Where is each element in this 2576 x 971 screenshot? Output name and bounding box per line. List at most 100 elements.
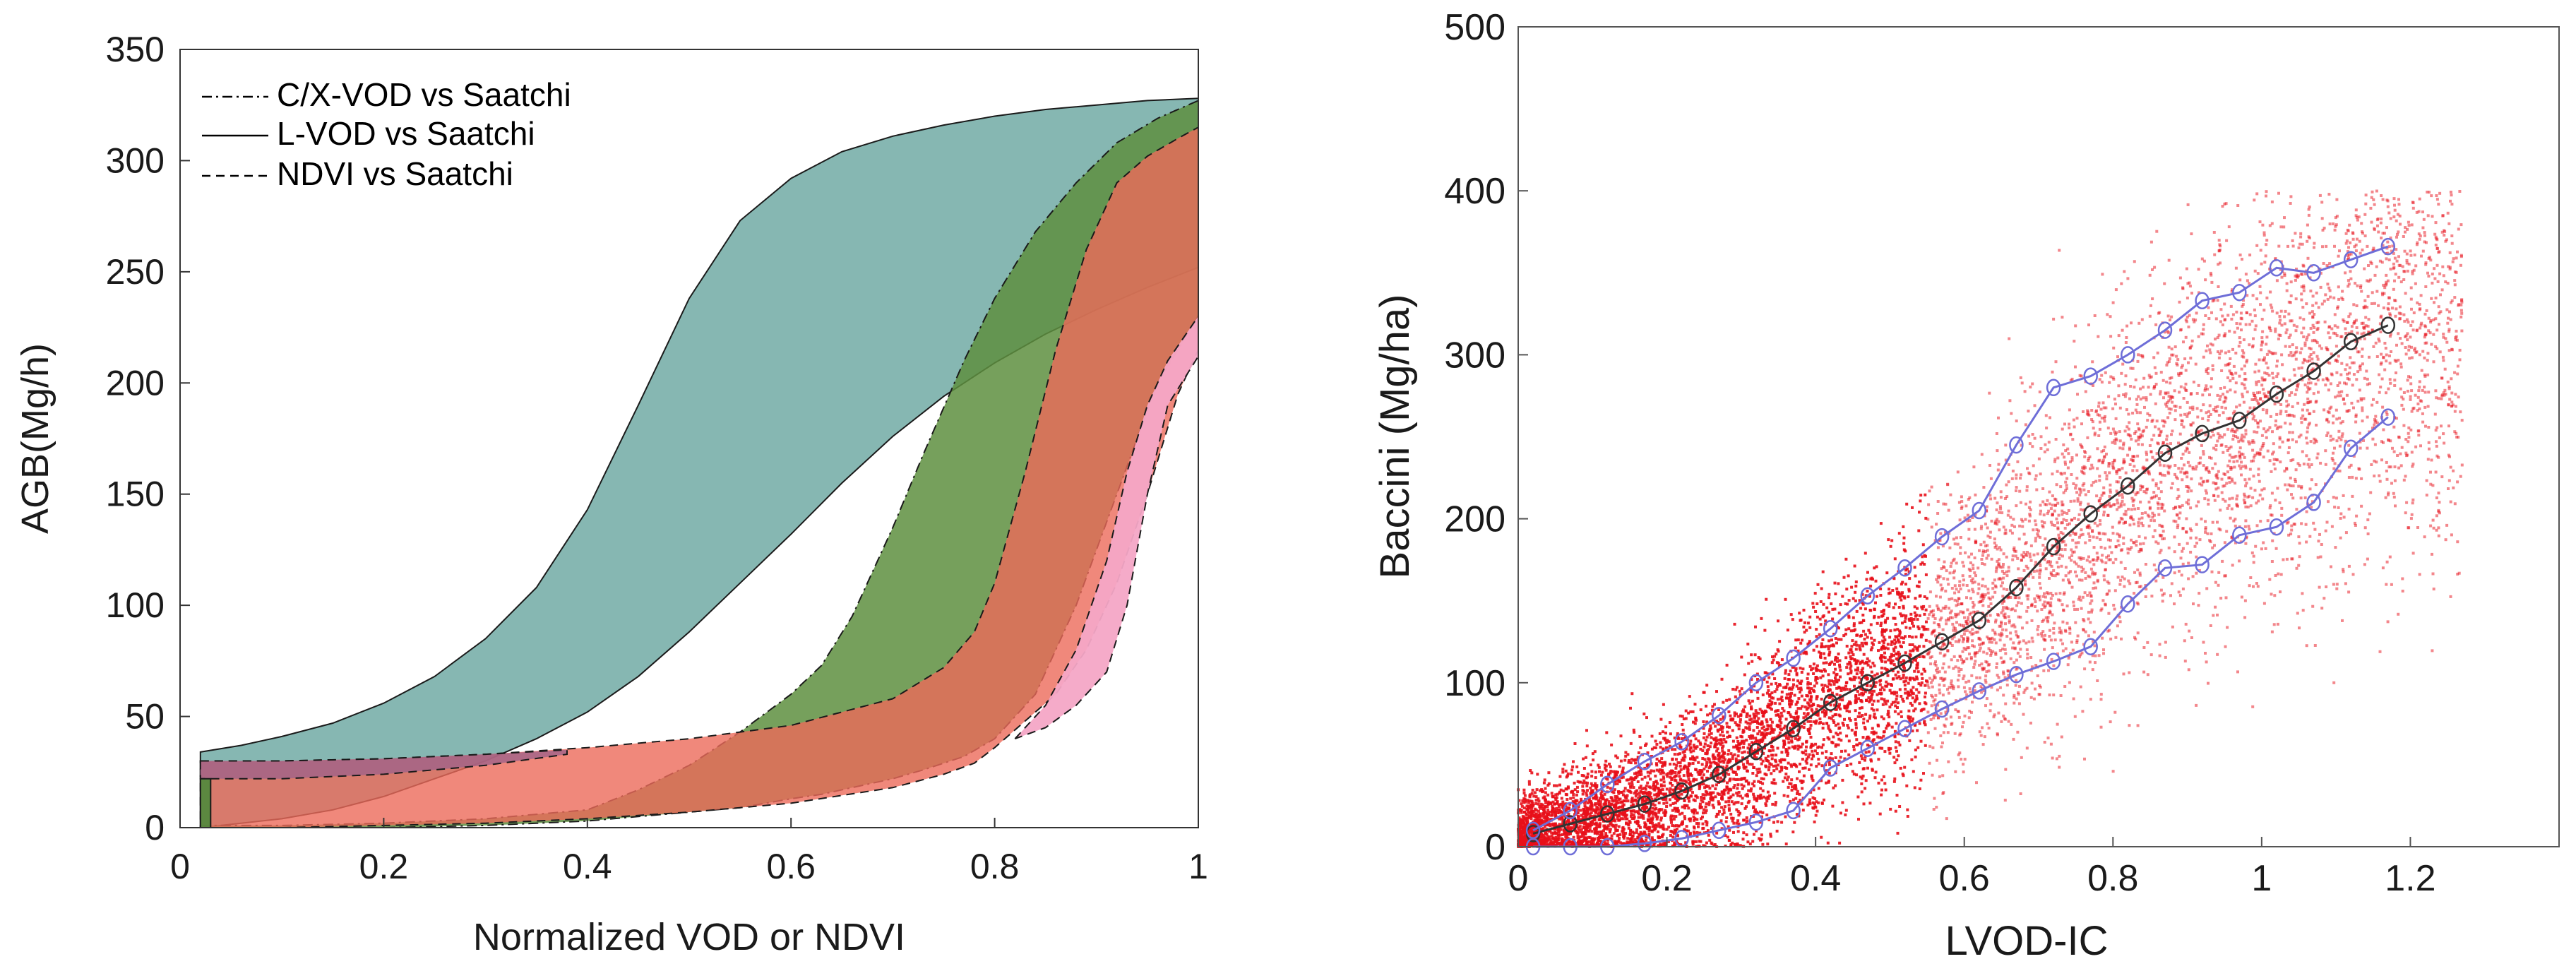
scatter-point xyxy=(1575,765,1579,768)
scatter-point xyxy=(1691,791,1694,794)
scatter-point xyxy=(2459,315,2463,318)
scatter-point xyxy=(1676,737,1680,739)
scatter-point xyxy=(2397,612,2400,616)
scatter-point xyxy=(2027,640,2031,643)
scatter-point xyxy=(2279,309,2283,313)
scatter-point xyxy=(1854,676,1857,679)
scatter-point xyxy=(1957,602,1960,606)
scatter-point xyxy=(1647,774,1650,778)
scatter-point xyxy=(2256,425,2260,429)
scatter-point xyxy=(2385,226,2388,230)
scatter-point xyxy=(2090,463,2094,467)
scatter-point xyxy=(2289,301,2292,304)
scatter-point xyxy=(2027,606,2029,609)
scatter-point xyxy=(1653,804,1657,807)
scatter-point xyxy=(1860,706,1864,710)
scatter-point xyxy=(2002,576,2005,580)
scatter-point xyxy=(1853,564,1856,568)
scatter-point xyxy=(2308,377,2310,381)
scatter-point xyxy=(2079,533,2082,537)
scatter-point xyxy=(2394,314,2397,318)
scatter-point xyxy=(1784,717,1788,721)
scatter-point xyxy=(2061,578,2065,582)
scatter-point xyxy=(2300,347,2303,350)
scatter-point xyxy=(1882,636,1885,639)
scatter-point xyxy=(2111,770,2115,773)
scatter-point xyxy=(1784,669,1787,672)
scatter-point xyxy=(2176,477,2179,480)
scatter-point xyxy=(1776,746,1779,750)
scatter-point xyxy=(2190,434,2193,437)
scatter-point xyxy=(1883,750,1887,753)
scatter-point xyxy=(2448,267,2452,270)
scatter-point xyxy=(1752,729,1755,732)
scatter-point xyxy=(1705,720,1709,724)
scatter-point xyxy=(2435,454,2439,458)
scatter-point xyxy=(2036,532,2039,535)
scatter-point xyxy=(2400,403,2404,407)
scatter-point xyxy=(1746,727,1749,730)
scatter-point xyxy=(2075,491,2079,494)
scatter-point xyxy=(1778,731,1782,734)
scatter-point xyxy=(1661,788,1664,792)
scatter-point xyxy=(2363,267,2366,270)
scatter-point xyxy=(2415,210,2419,214)
scatter-point xyxy=(2277,572,2280,576)
scatter-point xyxy=(1570,843,1573,847)
scatter-point xyxy=(1902,680,1906,684)
scatter-point xyxy=(1755,714,1758,717)
scatter-point xyxy=(2404,226,2407,230)
scatter-point xyxy=(2388,335,2392,338)
scatter-point xyxy=(1551,800,1555,804)
scatter-point xyxy=(2064,566,2068,569)
scatter-point xyxy=(2306,408,2309,412)
scatter-point xyxy=(2046,591,2049,595)
scatter-point xyxy=(2338,249,2341,253)
scatter-point xyxy=(2373,443,2377,446)
scatter-point xyxy=(2359,286,2362,289)
scatter-point xyxy=(2159,371,2163,374)
scatter-point xyxy=(1633,730,1636,734)
scatter-point xyxy=(2079,501,2082,504)
scatter-point xyxy=(1562,818,1566,822)
scatter-point xyxy=(1600,790,1604,793)
scatter-point xyxy=(2303,383,2307,387)
scatter-point xyxy=(1794,646,1797,650)
scatter-point xyxy=(2224,351,2227,355)
scatter-point xyxy=(2121,576,2124,578)
scatter-point xyxy=(1799,619,1803,621)
scatter-point xyxy=(1578,821,1582,825)
scatter-point xyxy=(2280,513,2284,517)
scatter-point xyxy=(2191,467,2195,471)
scatter-point xyxy=(2438,272,2442,275)
scatter-point xyxy=(1943,607,1947,610)
scatter-point xyxy=(1989,477,1993,480)
scatter-point xyxy=(2137,524,2140,528)
scatter-point xyxy=(2232,364,2236,368)
scatter-point xyxy=(1704,805,1707,809)
scatter-point xyxy=(1871,646,1874,650)
scatter-point xyxy=(1684,709,1688,713)
scatter-point xyxy=(1775,653,1778,656)
scatter-point xyxy=(2279,412,2282,416)
scatter-point xyxy=(1894,645,1897,649)
scatter-point xyxy=(2414,347,2416,350)
scatter-point xyxy=(2022,713,2025,716)
scatter-point xyxy=(2169,594,2172,597)
scatter-point xyxy=(2457,303,2461,306)
scatter-point xyxy=(2379,386,2383,389)
scatter-point xyxy=(1667,740,1671,744)
scatter-point xyxy=(1895,677,1899,680)
scatter-point xyxy=(2230,429,2234,433)
scatter-point xyxy=(1611,790,1614,794)
scatter-point xyxy=(1773,736,1777,739)
scatter-point xyxy=(2307,333,2310,337)
scatter-point xyxy=(1872,715,1876,719)
scatter-point xyxy=(2366,244,2369,248)
scatter-point xyxy=(2226,506,2229,510)
scatter-point xyxy=(1821,743,1825,746)
scatter-point xyxy=(1745,805,1748,809)
scatter-point xyxy=(1767,797,1770,800)
scatter-point xyxy=(2373,423,2376,427)
scatter-point xyxy=(2020,518,2023,521)
